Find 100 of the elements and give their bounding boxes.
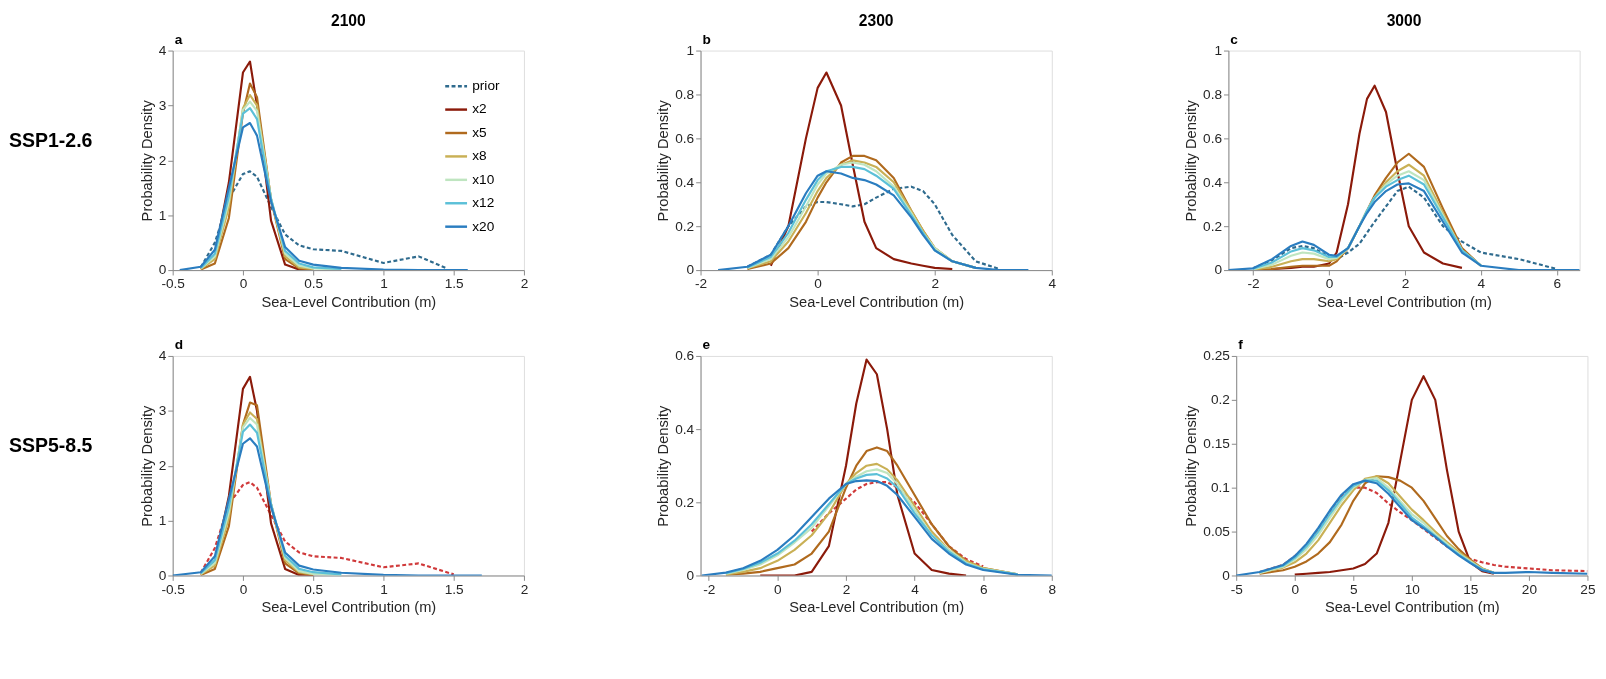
chart-title: 2300 [858, 12, 894, 30]
chart-title: 3000 [1386, 12, 1422, 30]
x-tick-label: -2 [694, 276, 708, 292]
line-series [717, 170, 1030, 271]
x-tick-label: 0.5 [304, 276, 324, 292]
x-axis-title: Sea-Level Contribution (m) [789, 293, 965, 310]
x-tick-label: 0 [239, 581, 248, 597]
y-tick-label: 4 [158, 42, 167, 58]
y-axis-title: Probability Density [655, 99, 672, 222]
y-axis-title: Probability Density [1183, 404, 1200, 527]
y-tick-label: 0.25 [1203, 348, 1231, 364]
y-tick-label: 0 [158, 567, 167, 583]
x-tick-label: 2 [520, 276, 529, 292]
x-tick-label: 2 [1401, 276, 1410, 292]
x-tick-label: 8 [1048, 581, 1057, 597]
text: f [1238, 337, 1244, 353]
y-tick-label: 0 [1214, 262, 1223, 278]
y-tick-label: 1 [1214, 42, 1223, 58]
x-tick-label: 1 [380, 581, 388, 597]
y-tick-label: 0.4 [675, 174, 695, 190]
x-tick-label: -0.5 [161, 581, 186, 597]
line-series [769, 71, 954, 271]
y-tick-label: 0.05 [1203, 523, 1231, 539]
y-tick-label: 3 [158, 97, 167, 113]
x-tick-label: 1.5 [444, 581, 465, 597]
x-axis-title: Sea-Level Contribution (m) [789, 599, 965, 616]
y-axis-title: Probability Density [1183, 99, 1200, 222]
x-tick-label: 0 [774, 581, 783, 597]
line-series [759, 358, 968, 576]
x-tick-label: 2 [842, 581, 851, 597]
y-axis-title: Probability Density [655, 404, 672, 527]
x-tick-label: -0.5 [161, 276, 186, 292]
y-tick-label: 0.4 [675, 421, 695, 437]
x-axis-title: Sea-Level Contribution (m) [1317, 293, 1492, 310]
y-tick-label: 0 [686, 262, 695, 278]
text: b [702, 31, 711, 47]
line-series [178, 121, 469, 271]
y-tick-label: 1 [158, 512, 167, 528]
y-tick-label: 1 [158, 207, 167, 223]
x-axis-title: Sea-Level Contribution (m) [1324, 599, 1500, 616]
y-tick-label: 0.8 [675, 86, 695, 102]
y-axis-title: Probability Density [138, 404, 155, 527]
text: SSP5-8.5 [9, 434, 93, 457]
x-tick-label: 0 [1291, 581, 1300, 597]
x-tick-label: -2 [1247, 276, 1260, 292]
line-series [810, 481, 985, 568]
x-axis-title: Sea-Level Contribution (m) [261, 599, 437, 616]
text: d [174, 337, 183, 353]
x-tick-label: -5 [1230, 581, 1244, 597]
x-tick-label: 0 [814, 276, 823, 292]
x-tick-label: 1 [380, 276, 388, 292]
x-tick-label: 0 [239, 276, 248, 292]
y-tick-label: 0.6 [675, 348, 695, 364]
x-tick-label: 1.5 [444, 276, 465, 292]
text: SSP1-2.6 [9, 128, 93, 151]
legend-label: x20 [472, 218, 495, 234]
y-tick-label: 0.2 [675, 218, 695, 234]
y-tick-label: 0.4 [1203, 174, 1223, 190]
x-tick-label: 2 [931, 276, 939, 292]
chart-title: 2100 [330, 12, 366, 30]
line-series [1293, 375, 1495, 576]
legend-label: x8 [472, 148, 487, 164]
line-series [172, 437, 483, 576]
x-tick-label: 6 [1553, 276, 1562, 292]
legend-label: x12 [472, 195, 495, 211]
y-tick-label: 0.2 [1210, 392, 1230, 408]
y-tick-label: 0.1 [1210, 480, 1230, 496]
x-tick-label: 4 [1048, 276, 1057, 292]
x-tick-label: 5 [1349, 581, 1358, 597]
y-tick-label: 1 [686, 42, 695, 58]
y-axis-title: Probability Density [138, 99, 155, 222]
x-tick-label: 4 [911, 581, 920, 597]
y-tick-label: 0 [686, 567, 695, 583]
y-tick-label: 0.15 [1203, 436, 1231, 452]
x-tick-label: 2 [520, 581, 529, 597]
x-tick-label: 0.5 [304, 581, 324, 597]
y-tick-label: 2 [158, 152, 167, 168]
text: c [1230, 31, 1239, 47]
y-tick-label: 4 [158, 348, 167, 364]
line-series [199, 481, 455, 576]
legend-label: x2 [472, 101, 487, 117]
legend-label: prior [472, 78, 500, 94]
text: e [702, 337, 711, 353]
x-tick-label: 6 [979, 581, 988, 597]
x-tick-label: 20 [1521, 581, 1538, 597]
y-tick-label: 0.6 [675, 130, 695, 146]
y-tick-label: 0.2 [1203, 218, 1223, 234]
x-tick-label: 0 [1325, 276, 1334, 292]
x-tick-label: 15 [1463, 581, 1479, 597]
y-tick-label: 0 [1222, 567, 1231, 583]
y-tick-label: 0.2 [675, 494, 695, 510]
x-tick-label: 4 [1477, 276, 1486, 292]
text: a [174, 31, 183, 47]
y-tick-label: 0.6 [1203, 130, 1223, 146]
x-tick-label: 10 [1404, 581, 1421, 597]
legend-label: x10 [472, 171, 495, 187]
legend-label: x5 [472, 124, 488, 140]
y-tick-label: 2 [158, 458, 167, 474]
y-tick-label: 0 [158, 262, 167, 278]
x-axis-title: Sea-Level Contribution (m) [261, 293, 437, 310]
